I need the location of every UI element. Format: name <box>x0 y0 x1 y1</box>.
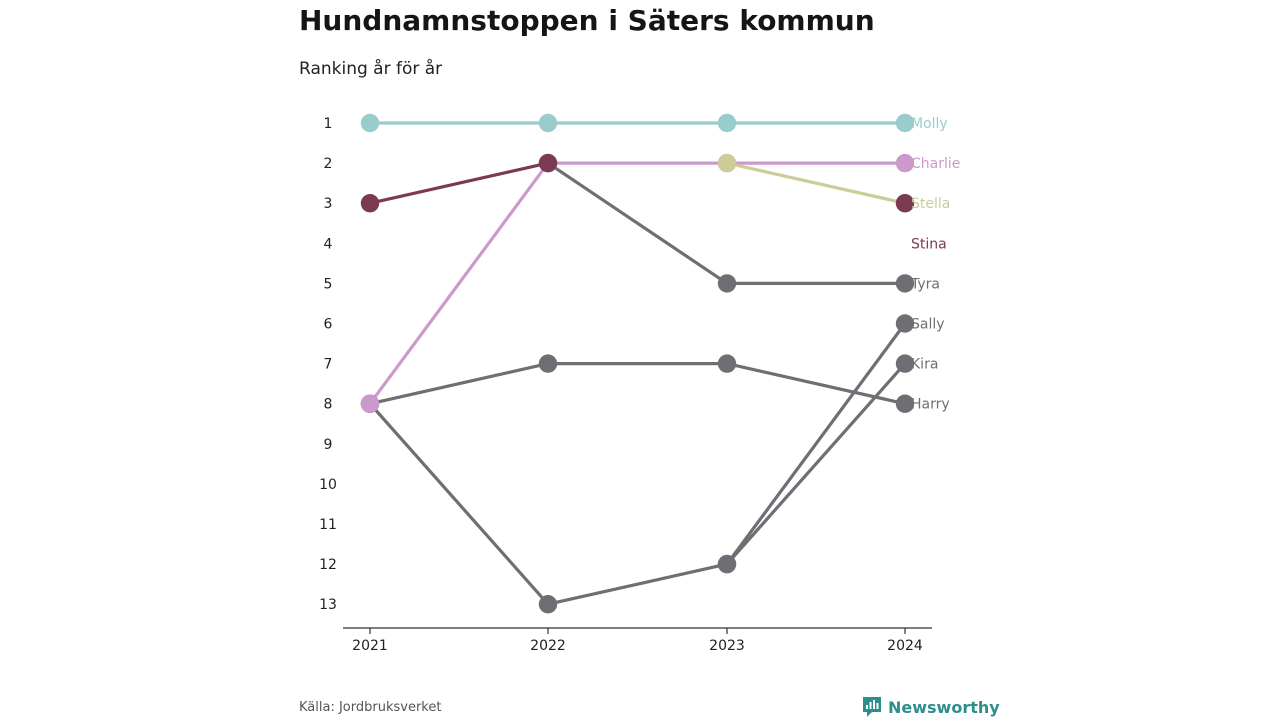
series-label-molly: Molly <box>911 116 948 132</box>
series-label-tyra: Tyra <box>910 276 940 292</box>
y-tick-label: 6 <box>324 317 333 333</box>
y-tick-label: 3 <box>324 196 333 212</box>
chart-title: Hundnamnstoppen i Säters kommun <box>299 4 875 37</box>
y-tick-label: 9 <box>324 437 333 453</box>
y-tick-label: 4 <box>324 236 333 252</box>
chart-subtitle: Ranking år för år <box>299 59 443 79</box>
x-tick-label: 2022 <box>530 638 566 654</box>
series-segment-kira <box>368 402 550 606</box>
y-tick-label: 1 <box>324 116 333 132</box>
y-tick-label: 10 <box>319 477 337 493</box>
series-points <box>360 113 915 614</box>
series-segment-kira <box>725 362 907 566</box>
data-point-sally <box>895 314 915 333</box>
x-tick-label: 2021 <box>352 638 388 654</box>
data-point-tyra <box>895 274 915 293</box>
newsworthy-logo-icon <box>863 697 881 717</box>
y-tick-label: 13 <box>319 597 337 613</box>
brand-logo[interactable]: Newsworthy <box>862 696 1000 718</box>
source-note: Källa: Jordbruksverket <box>299 700 442 715</box>
series-label-stella: Stella <box>911 196 950 212</box>
series-segment-harry <box>368 362 550 406</box>
y-tick-label: 7 <box>324 357 333 373</box>
data-point-molly <box>717 113 737 133</box>
data-point-stina <box>360 194 380 213</box>
data-point-molly <box>538 113 558 133</box>
series-segment-sally <box>725 321 907 566</box>
series-label-charlie: Charlie <box>911 156 960 172</box>
data-point-tyra <box>717 274 737 293</box>
y-tick-label: 12 <box>319 557 337 573</box>
data-point-kira <box>895 354 915 373</box>
y-tick-label: 8 <box>324 397 333 413</box>
series-segment-harry <box>725 362 907 406</box>
data-point-charlie <box>360 394 380 413</box>
data-point-stella <box>717 153 737 173</box>
series-segment-stina <box>368 161 550 205</box>
series-segment-stella <box>725 161 907 205</box>
data-point-harry <box>538 354 558 373</box>
series-label-harry: Harry <box>911 397 950 413</box>
series-labels: Molly Charlie Stella Stina Tyra Sally Kira Harr… <box>910 116 960 413</box>
x-tick-label: 2024 <box>887 638 923 654</box>
y-tick-label: 2 <box>324 156 333 172</box>
series-lines <box>368 121 907 606</box>
data-point-stina <box>895 194 915 213</box>
series-label-kira: Kira <box>911 357 938 373</box>
data-point-molly <box>360 113 380 133</box>
data-point-molly <box>895 113 915 133</box>
y-tick-label: 5 <box>324 276 333 292</box>
data-point-harry <box>717 354 737 373</box>
series-label-sally: Sally <box>911 317 945 333</box>
y-tick-label: 11 <box>319 517 337 533</box>
series-segment-charlie <box>368 161 550 406</box>
brand-name: Newsworthy <box>888 697 1000 717</box>
data-point-harry <box>895 394 915 413</box>
data-point-kira <box>538 595 558 614</box>
x-axis: 2021 2022 2023 2024 <box>343 627 932 654</box>
series-segment-kira <box>546 562 729 606</box>
series-label-stina: Stina <box>911 236 947 252</box>
data-point-kira <box>717 554 737 574</box>
series-segment-tyra <box>546 161 729 285</box>
data-point-charlie <box>895 153 915 173</box>
data-point-stina <box>538 153 558 173</box>
x-tick-label: 2023 <box>709 638 745 654</box>
